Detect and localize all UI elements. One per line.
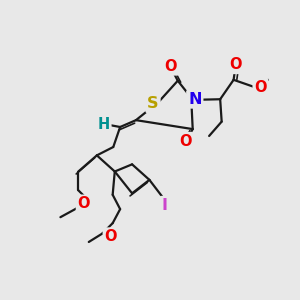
Text: O: O xyxy=(179,134,191,148)
Text: H: H xyxy=(98,117,110,132)
Text: O: O xyxy=(165,59,177,74)
Text: O: O xyxy=(229,57,242,72)
Text: N: N xyxy=(188,92,202,107)
Text: O: O xyxy=(104,229,117,244)
Text: O: O xyxy=(77,196,90,211)
Text: S: S xyxy=(147,96,159,111)
Text: O: O xyxy=(254,80,267,95)
Text: I: I xyxy=(161,198,167,213)
